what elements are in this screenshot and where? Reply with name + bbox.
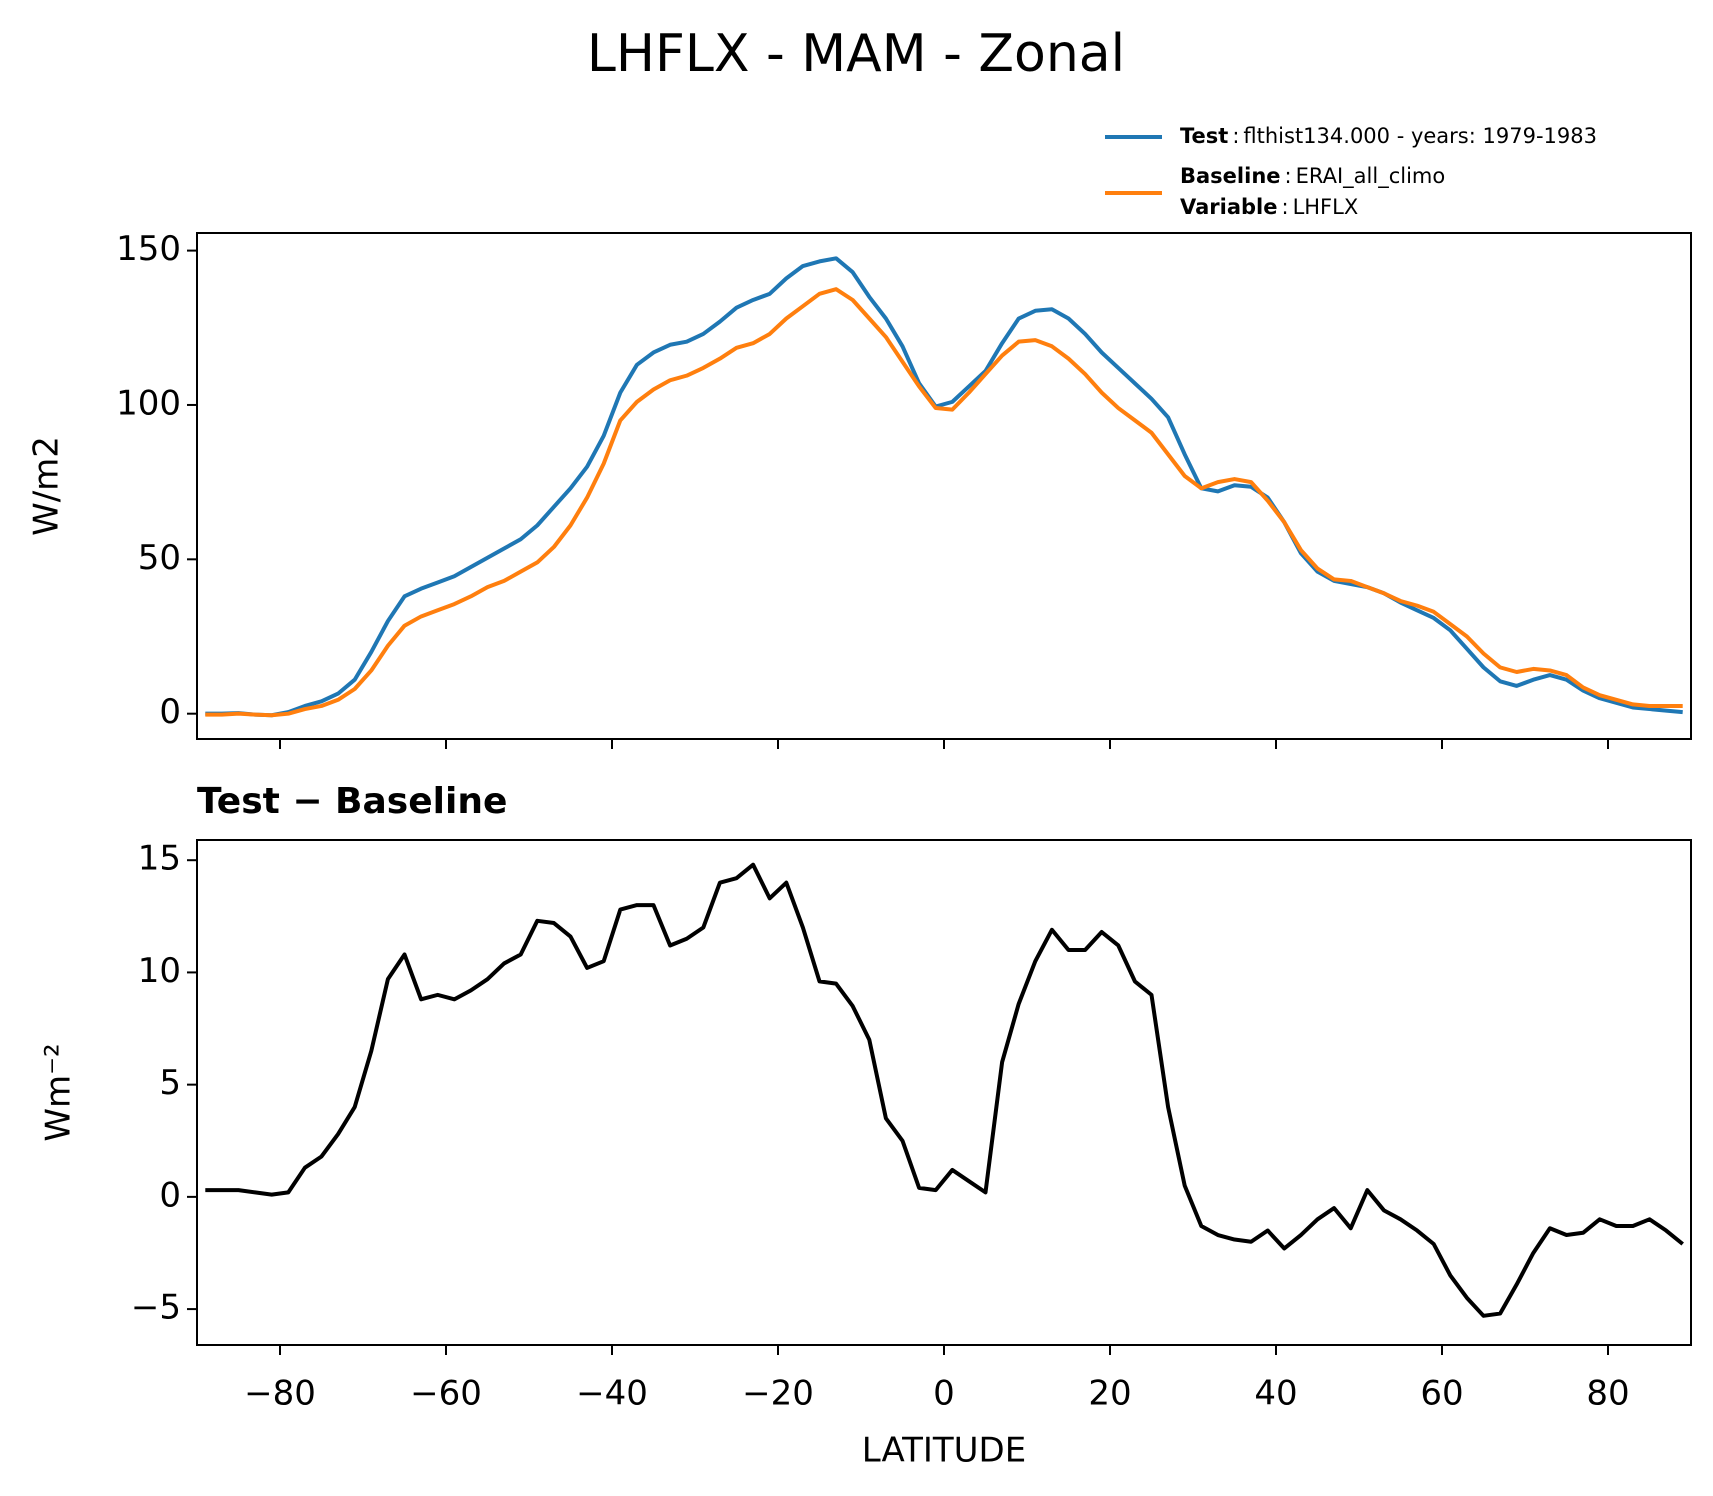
y-tick-label: 150 [116, 229, 181, 269]
legend-label: Variable: LHFLX [1180, 195, 1358, 219]
x-tick-label: −60 [410, 1374, 482, 1414]
legend-variable-label: Variable [1180, 195, 1277, 219]
y-tick-label: −5 [131, 1288, 181, 1328]
axes-frame [196, 232, 1692, 740]
x-tick-label: 0 [933, 1374, 955, 1414]
legend-sep: : [1281, 195, 1288, 219]
x-tick-label: −40 [576, 1374, 648, 1414]
y-tick-label: 100 [116, 383, 181, 423]
y-tick-label: 0 [159, 692, 181, 732]
figure-title: LHFLX - MAM - Zonal [587, 24, 1125, 84]
y-axis-label: W/m2 [27, 436, 67, 536]
data-line [205, 287, 1683, 718]
legend-desc: flthist134.000 - years: 1979-1983 [1243, 124, 1597, 148]
y-tick-label: 15 [138, 839, 181, 879]
x-tick-label: 80 [1586, 1374, 1629, 1414]
legend-label: Baseline: ERAI_all_climo [1180, 164, 1445, 189]
y-axis-label: Wm⁻² [39, 1043, 79, 1141]
legend-desc: ERAI_all_climo [1296, 164, 1446, 189]
legend-sep: : [1232, 124, 1239, 148]
x-tick-label: 20 [1088, 1374, 1131, 1414]
y-tick-label: 50 [138, 538, 181, 578]
y-tick-label: 5 [159, 1063, 181, 1103]
x-tick-label: 40 [1254, 1374, 1297, 1414]
x-tick-label: −80 [244, 1374, 316, 1414]
legend-name: Test [1180, 124, 1228, 148]
x-tick-label: 60 [1420, 1374, 1463, 1414]
legend-label: Test: flthist134.000 - years: 1979-1983 [1180, 124, 1597, 148]
legend-sep: : [1285, 164, 1292, 188]
y-tick-label: 10 [138, 951, 181, 991]
x-axis-label: LATITUDE [862, 1431, 1026, 1471]
data-line [205, 256, 1683, 718]
legend-name: Baseline [1180, 164, 1281, 188]
data-line [205, 862, 1684, 1318]
legend-variable: LHFLX [1293, 195, 1359, 219]
subplot-title: Test − Baseline [197, 781, 507, 822]
axes-frame [196, 839, 1692, 1346]
x-tick-label: −20 [742, 1374, 814, 1414]
y-tick-label: 0 [159, 1175, 181, 1215]
